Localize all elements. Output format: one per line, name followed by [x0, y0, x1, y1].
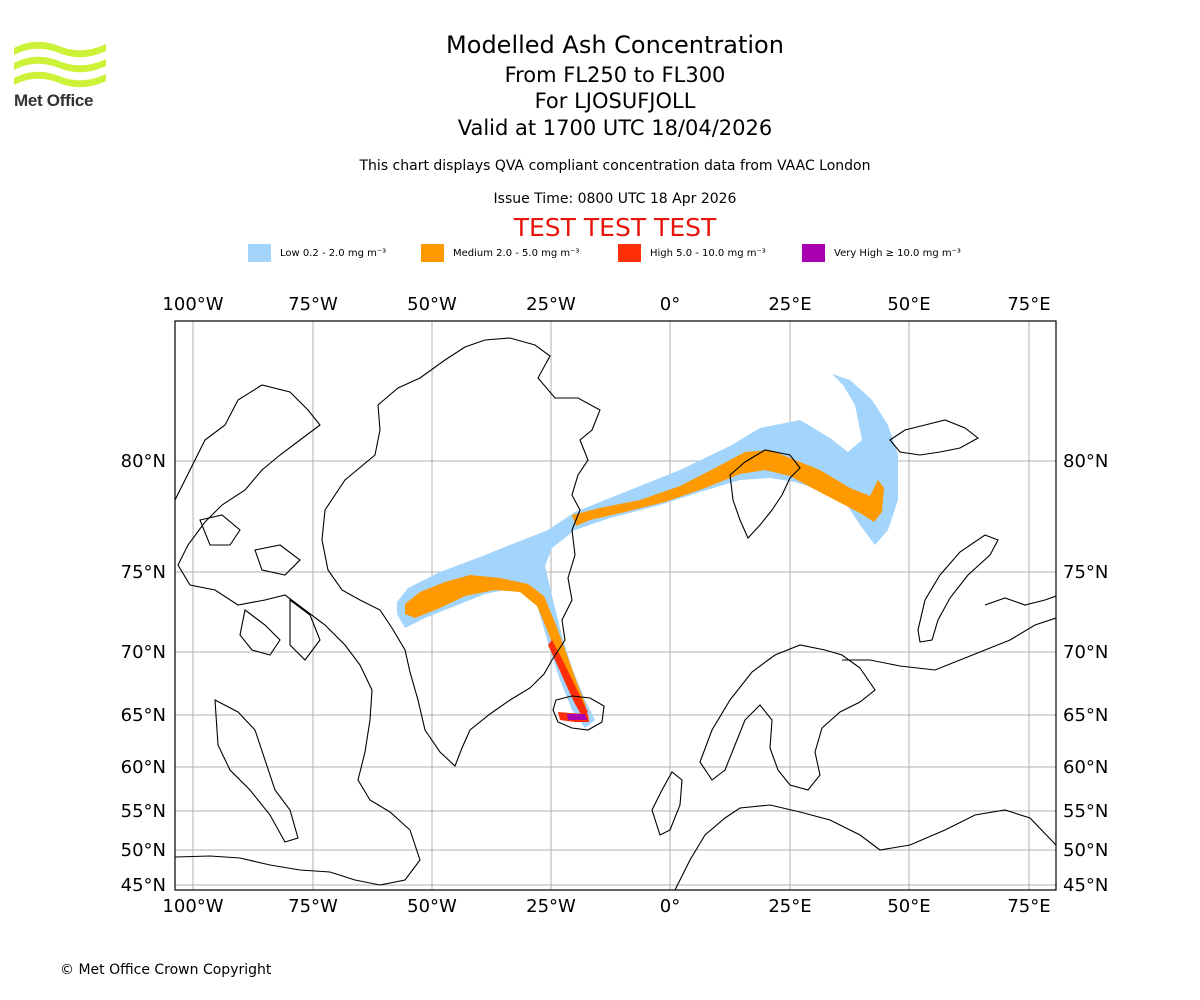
valid-time: Valid at 1700 UTC 18/04/2026 [457, 116, 773, 140]
lon-tick-top: 75°E [1007, 294, 1050, 315]
lat-tick-left: 60°N [121, 757, 166, 778]
logo-text: Met Office [14, 91, 94, 110]
lat-tick-left: 45°N [121, 875, 166, 896]
lat-tick-left: 70°N [121, 642, 166, 663]
coastlines [175, 337, 1056, 890]
chart-title: Modelled Ash Concentration [446, 31, 784, 59]
legend-high-label: High 5.0 - 10.0 mg m⁻³ [650, 247, 766, 259]
lon-tick-bottom: 75°W [288, 896, 338, 917]
met-office-logo-icon [14, 41, 106, 88]
lat-tick-right: 60°N [1063, 757, 1108, 778]
lat-ticks-right: 80°N 75°N 70°N 65°N 60°N 55°N 50°N 45°N [1063, 451, 1108, 896]
legend-very-high: Very High ≥ 10.0 mg m⁻³ [802, 244, 961, 262]
legend-very-high-label: Very High ≥ 10.0 mg m⁻³ [834, 247, 961, 259]
lat-tick-left: 50°N [121, 840, 166, 861]
legend-low-swatch [248, 244, 271, 262]
legend-medium-label: Medium 2.0 - 5.0 mg m⁻³ [453, 247, 580, 259]
ash-low-region [397, 374, 898, 728]
map-frame [174, 320, 1057, 891]
greenland-coast [321, 337, 601, 767]
lat-tick-left: 65°N [121, 705, 166, 726]
lon-tick-bottom: 25°W [526, 896, 576, 917]
lat-tick-right: 80°N [1063, 451, 1108, 472]
svalbard-coast [729, 449, 801, 539]
legend-high-swatch [618, 244, 641, 262]
lat-ticks-left: 80°N 75°N 70°N 65°N 60°N 55°N 50°N 45°N [121, 451, 166, 896]
lon-tick-bottom: 25°E [768, 896, 811, 917]
volcano-location: For LJOSUFJOLL [534, 89, 696, 113]
lon-tick-top: 25°E [768, 294, 811, 315]
lon-tick-top: 50°W [407, 294, 457, 315]
lat-tick-left: 75°N [121, 562, 166, 583]
copyright-notice: © Met Office Crown Copyright [60, 962, 272, 978]
legend-medium: Medium 2.0 - 5.0 mg m⁻³ [421, 244, 579, 262]
scandinavia-coast [699, 644, 876, 791]
lon-tick-top: 75°W [288, 294, 338, 315]
russia-coast [842, 617, 1056, 671]
issue-time: Issue Time: 0800 UTC 18 Apr 2026 [493, 191, 737, 207]
ash-very-high-region [567, 714, 587, 720]
lon-tick-bottom: 75°E [1007, 896, 1050, 917]
lon-tick-top: 50°E [887, 294, 930, 315]
iceland-coast [552, 695, 605, 731]
lat-tick-right: 75°N [1063, 562, 1108, 583]
legend-high: High 5.0 - 10.0 mg m⁻³ [618, 244, 766, 262]
chart-subtitle: This chart displays QVA compliant concen… [359, 158, 871, 174]
legend-low: Low 0.2 - 2.0 mg m⁻³ [248, 244, 386, 262]
lon-tick-bottom: 100°W [162, 896, 223, 917]
franz-josef-land-coast [889, 419, 979, 456]
lon-tick-top: 0° [660, 294, 680, 315]
north-america-coast [175, 384, 421, 886]
lon-ticks-top: 100°W 75°W 50°W 25°W 0° 25°E 50°E 75°E [162, 294, 1050, 315]
lat-tick-right: 45°N [1063, 875, 1108, 896]
legend-medium-swatch [421, 244, 444, 262]
lon-tick-top: 100°W [162, 294, 223, 315]
legend-low-label: Low 0.2 - 2.0 mg m⁻³ [280, 247, 387, 259]
lon-tick-top: 25°W [526, 294, 576, 315]
lat-tick-right: 50°N [1063, 840, 1108, 861]
novaya-zemlya-coast [917, 534, 999, 643]
lat-tick-right: 55°N [1063, 801, 1108, 822]
lat-tick-left: 80°N [121, 451, 166, 472]
lat-tick-right: 70°N [1063, 642, 1108, 663]
test-banner: TEST TEST TEST [513, 213, 717, 242]
europe-coast [674, 804, 1056, 890]
lon-tick-bottom: 0° [660, 896, 680, 917]
britain-coast [651, 771, 683, 836]
flight-level-range: From FL250 to FL300 [504, 63, 726, 87]
lon-tick-bottom: 50°E [887, 896, 930, 917]
lon-tick-bottom: 50°W [407, 896, 457, 917]
lon-ticks-bottom: 100°W 75°W 50°W 25°W 0° 25°E 50°E 75°E [162, 896, 1050, 917]
legend-very-high-swatch [802, 244, 825, 262]
ash-medium-region [405, 450, 884, 708]
lat-tick-right: 65°N [1063, 705, 1108, 726]
lat-tick-left: 55°N [121, 801, 166, 822]
